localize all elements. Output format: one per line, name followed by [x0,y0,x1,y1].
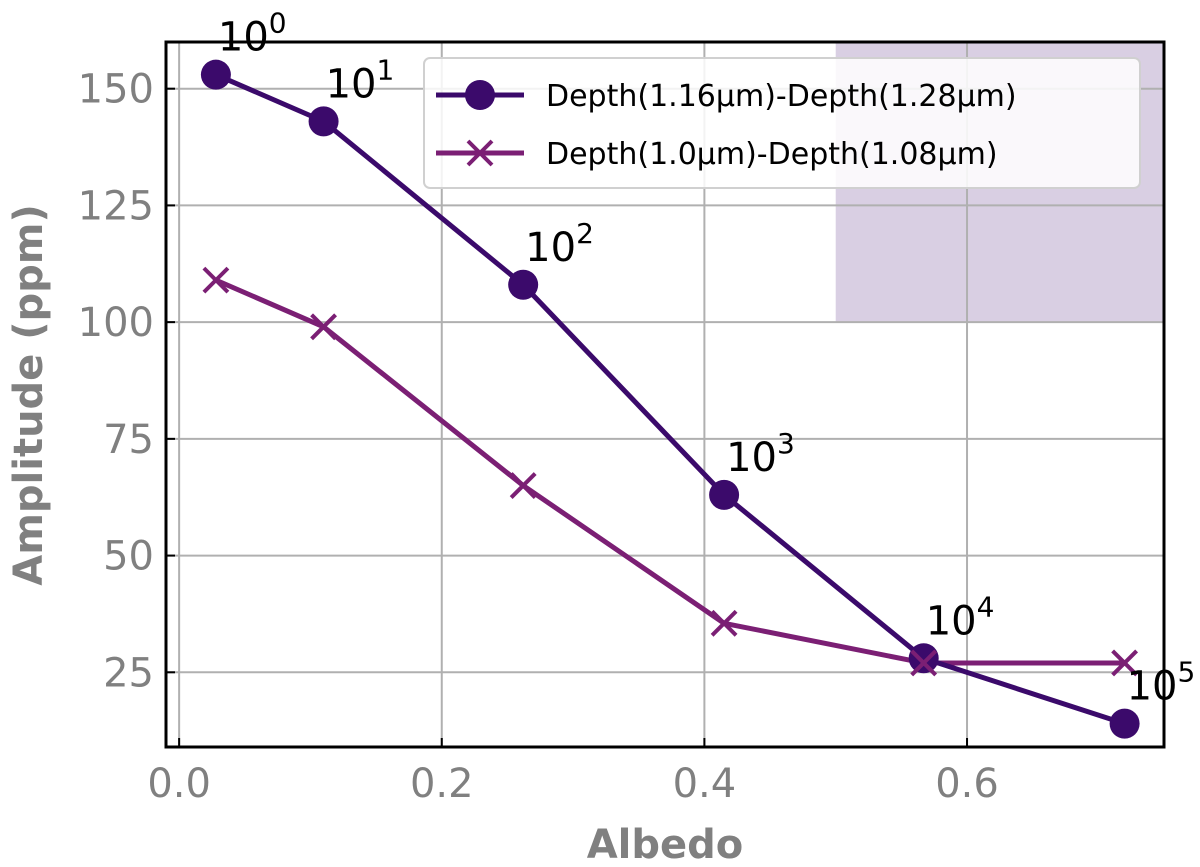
y-axis-label: Amplitude (ppm) [6,204,52,585]
series-line-1 [214,72,1126,727]
y-tick-label: 25 [103,650,154,696]
x-marker [910,649,938,677]
x-marker [466,139,494,167]
legend-label: Depth(1.16μm)-Depth(1.28μm) [546,79,1017,114]
point-label: 105 [1127,656,1196,710]
point-label: 101 [326,53,395,107]
point-label: 100 [218,7,287,61]
x-tick-label: 0.2 [410,761,474,807]
y-tick-label: 150 [78,67,154,113]
x-marker [202,266,230,294]
data-point [508,269,539,300]
x-marker [509,472,537,499]
data-point [709,479,740,510]
point-label: 103 [726,427,795,481]
point-label: 102 [525,217,594,271]
data-point [308,106,339,137]
legend-marker [465,80,495,110]
y-tick-label: 50 [103,534,154,580]
y-tick-label: 75 [103,417,154,463]
x-marker [710,609,738,637]
y-tick-label: 125 [78,183,154,229]
plot-frame [164,40,1166,749]
data-point [908,643,939,674]
point-label: 104 [926,590,995,644]
x-marker [310,313,337,341]
legend-box [423,57,1141,189]
series-line-2 [214,277,1125,666]
x-tick-label: 0.0 [147,761,211,807]
x-marker [1111,649,1139,677]
legend-label: Depth(1.0μm)-Depth(1.08μm) [546,137,998,172]
x-tick-label: 0.4 [673,761,737,807]
data-point [1109,708,1140,739]
x-tick-label: 0.6 [935,761,999,807]
x-axis-label: Albedo [587,822,744,867]
data-point [200,59,231,90]
y-tick-label: 100 [78,300,154,346]
